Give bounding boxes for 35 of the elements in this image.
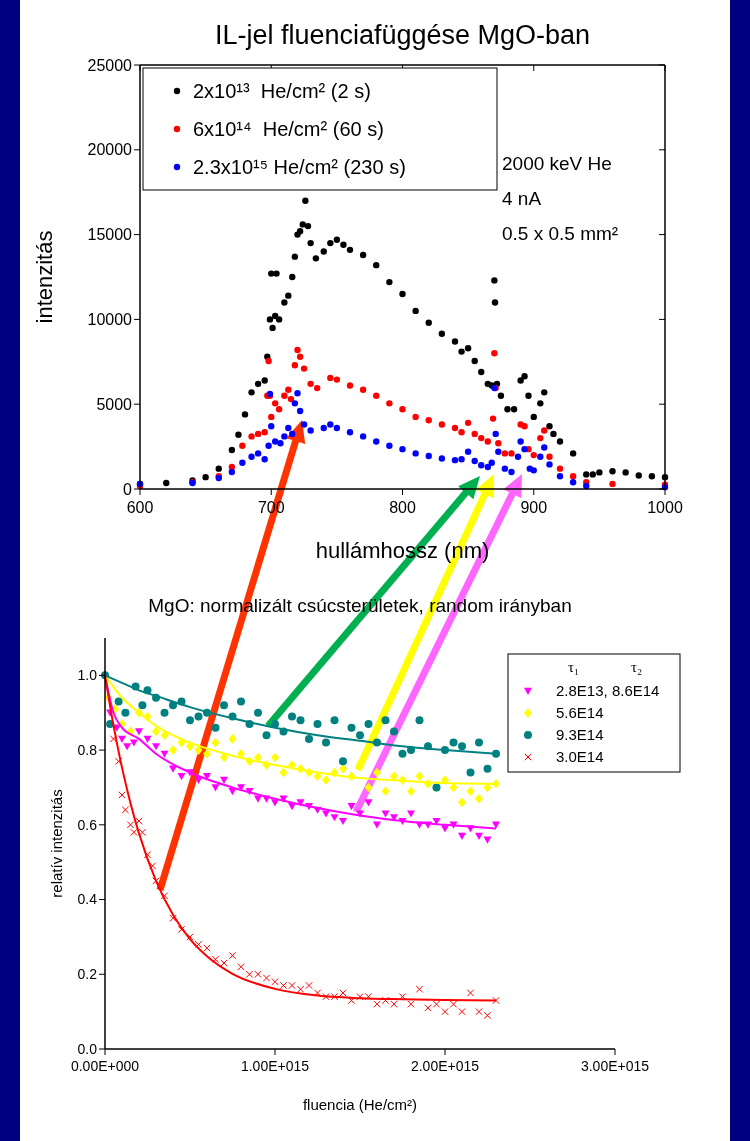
x-tick-label: 600 bbox=[126, 499, 154, 516]
y-tick-label: 5000 bbox=[96, 395, 133, 413]
legend-label: 2.3x10¹⁵ He/cm² (230 s) bbox=[193, 156, 406, 178]
legend-label: 2.8E13, 8.6E14 bbox=[556, 682, 660, 700]
x-tick-label: 2.00E+015 bbox=[410, 1058, 480, 1074]
y-axis-title: relatív intenzitás bbox=[48, 789, 65, 898]
y-axis-title: intenzitás bbox=[32, 230, 57, 324]
x-tick-label: 1000 bbox=[647, 499, 683, 516]
x-axis-title: fluencia (He/cm²) bbox=[302, 1096, 418, 1113]
x-tick-label: 800 bbox=[389, 499, 416, 516]
legend-label: 5.6E14 bbox=[556, 704, 604, 722]
y-tick-label: 0.0 bbox=[77, 1040, 98, 1057]
annotation: 0.5 x 0.5 mm² bbox=[502, 223, 619, 244]
legend-title: τ₁ τ₂ bbox=[568, 658, 643, 675]
legend-label: 3.0E14 bbox=[556, 748, 604, 766]
y-tick-label: 0.2 bbox=[77, 966, 98, 983]
x-tick-label: 0.00E+000 bbox=[70, 1058, 140, 1074]
y-tick-label: 0 bbox=[123, 480, 133, 498]
y-tick-label: 15000 bbox=[87, 226, 133, 244]
chart-title: IL-jel fluenciafüggése MgO-ban bbox=[214, 20, 591, 50]
x-tick-label: 3.00E+015 bbox=[580, 1058, 650, 1074]
y-tick-label: 10000 bbox=[87, 311, 133, 328]
y-tick-label: 0.6 bbox=[77, 816, 98, 833]
y-tick-label: 20000 bbox=[87, 141, 133, 159]
x-tick-label: 900 bbox=[520, 499, 548, 516]
y-tick-label: 0.8 bbox=[77, 741, 98, 758]
legend-label: 6x10¹⁴ He/cm² (60 s) bbox=[193, 118, 384, 140]
legend-label: 9.3E14 bbox=[556, 726, 604, 744]
annotation: 2000 keV He bbox=[502, 153, 612, 174]
y-tick-label: 1.0 bbox=[77, 667, 98, 684]
annotation: 4 nA bbox=[502, 188, 542, 209]
x-tick-label: 1.00E+015 bbox=[240, 1058, 310, 1074]
y-tick-label: 25000 bbox=[87, 56, 133, 74]
y-tick-label: 0.4 bbox=[77, 891, 98, 908]
legend-label: 2x10¹³ He/cm² (2 s) bbox=[193, 80, 371, 102]
